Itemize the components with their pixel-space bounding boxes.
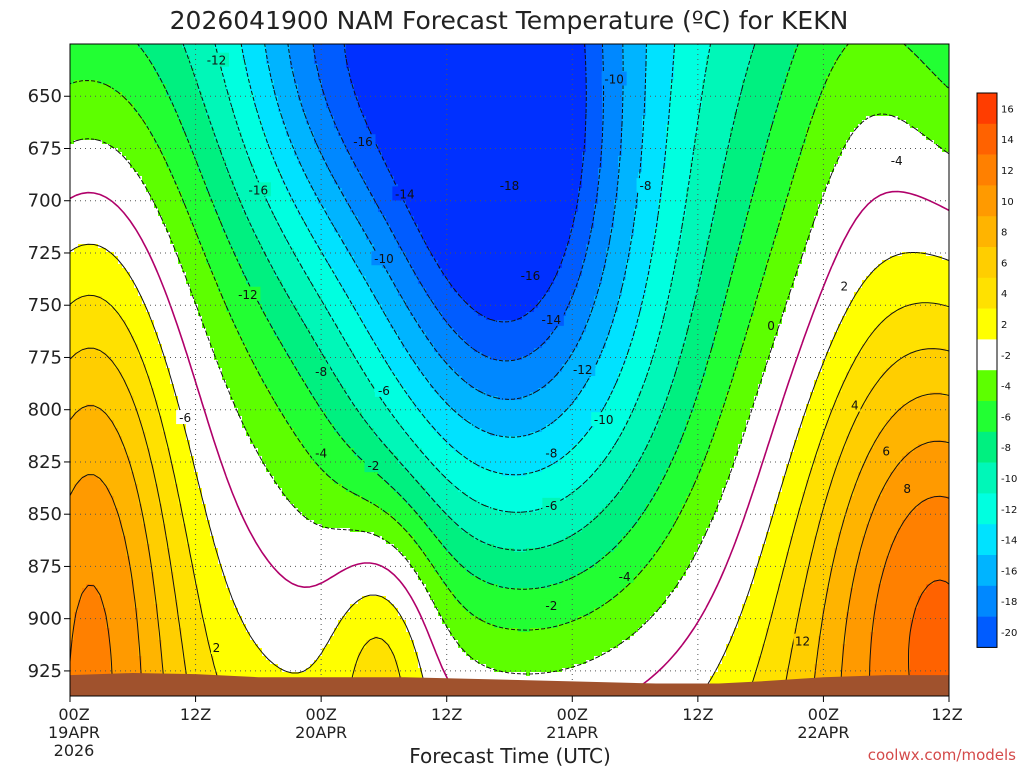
- contour-label: -8: [545, 447, 557, 461]
- colorbar-swatch: [977, 247, 997, 278]
- contour-label: -6: [179, 411, 191, 425]
- contour-label: -10: [604, 73, 624, 87]
- contour-label: -10: [594, 413, 614, 427]
- contour-label: -12: [573, 363, 593, 377]
- colorbar-label: -14: [1001, 536, 1017, 547]
- y-axis: 650 675 700 725 750 775 800 825 850 875 900 925: [28, 86, 70, 682]
- colorbar-swatch: [977, 493, 997, 524]
- credit-text: coolwx.com/models: [868, 746, 1016, 764]
- y-tick-label: 775: [28, 347, 62, 368]
- colorbar-swatch: [977, 586, 997, 617]
- contour-label: -10: [374, 252, 394, 266]
- x-tick-label: 12Z: [431, 705, 462, 724]
- colorbar-swatch: [977, 463, 997, 494]
- contour-label: -6: [378, 384, 390, 398]
- contour-label: -16: [521, 269, 541, 283]
- y-tick-label: 875: [28, 556, 62, 577]
- colorbar-label: -4: [1001, 382, 1011, 393]
- x-tick-label: 12Z: [682, 705, 713, 724]
- y-tick-label: 925: [28, 661, 62, 682]
- contour-label: 6: [882, 445, 890, 459]
- colorbar-swatch: [977, 185, 997, 216]
- colorbar-label: 4: [1001, 289, 1007, 300]
- contour-label: -18: [500, 179, 520, 193]
- colorbar-label: 2: [1001, 320, 1007, 331]
- colorbar-label: -20: [1001, 628, 1017, 639]
- colorbar-swatch: [977, 309, 997, 340]
- colorbar-label: -18: [1001, 597, 1017, 608]
- contour-label: -14: [542, 313, 562, 327]
- contour-label: -12: [207, 54, 227, 68]
- plot-area: -12 -16 -16 -10 -14 -18 -8 -10 -16 -12 -14 -8 -6 -12 -…: [70, 44, 952, 698]
- temperature-field: [70, 44, 951, 697]
- x-tick-label: 00Z: [808, 705, 839, 724]
- contour-label: 2: [213, 641, 221, 655]
- colorbar-label: -12: [1001, 505, 1017, 516]
- contour-label: -12: [238, 288, 258, 302]
- colorbar-swatch: [977, 524, 997, 555]
- x-tick-label: 00Z: [58, 705, 89, 724]
- colorbar-swatch: [977, 93, 997, 124]
- chart-title: 2026041900 NAM Forecast Temperature (ºC)…: [170, 6, 849, 35]
- colorbar-label: 12: [1001, 166, 1014, 177]
- x-tick-label: 00Z: [305, 705, 336, 724]
- colorbar-label: -8: [1001, 443, 1011, 454]
- contour-label: 12: [795, 635, 810, 649]
- contour-label: -4: [619, 570, 631, 584]
- x-tick-label: 12Z: [931, 705, 962, 724]
- colorbar-label: 6: [1001, 258, 1007, 269]
- colorbar-label: -16: [1001, 566, 1017, 577]
- colorbar-swatch: [977, 432, 997, 463]
- x-axis-label: Forecast Time (UTC): [409, 744, 611, 768]
- colorbar-label: 16: [1001, 104, 1014, 115]
- x-tick-date-label: 20APR: [295, 723, 347, 742]
- colorbar-label: -6: [1001, 412, 1011, 423]
- x-tick-label: 12Z: [180, 705, 211, 724]
- contour-label: -16: [249, 183, 269, 197]
- colorbar-swatch: [977, 370, 997, 401]
- colorbar-swatch: [977, 617, 997, 648]
- x-tick-date-label: 19APR: [48, 723, 100, 742]
- x-tick-year-label: 2026: [54, 741, 95, 760]
- colorbar-swatch: [977, 216, 997, 247]
- colorbar-swatch: [977, 555, 997, 586]
- x-tick-date-label: 22APR: [797, 723, 849, 742]
- colorbar-label: 14: [1001, 135, 1014, 146]
- colorbar-swatch: [977, 401, 997, 432]
- contour-label: -6: [545, 499, 557, 513]
- contour-label: -8: [640, 179, 652, 193]
- colorbar-swatch: [977, 124, 997, 155]
- y-tick-label: 700: [28, 191, 62, 212]
- x-tick-label: 00Z: [557, 705, 588, 724]
- y-tick-label: 900: [28, 609, 62, 630]
- y-tick-label: 825: [28, 452, 62, 473]
- y-tick-label: 850: [28, 504, 62, 525]
- colorbar-label: 10: [1001, 197, 1014, 208]
- contour-label: -14: [395, 187, 415, 201]
- contour-label: -2: [367, 459, 379, 473]
- colorbar-swatch: [977, 278, 997, 309]
- colorbar-label: -2: [1001, 351, 1011, 362]
- contour-label: 4: [851, 399, 859, 413]
- colorbar-label: 8: [1001, 228, 1007, 239]
- y-tick-label: 725: [28, 243, 62, 264]
- colorbar-label: -10: [1001, 474, 1017, 485]
- colorbar-swatch: [977, 339, 997, 370]
- contour-label: -2: [545, 599, 557, 613]
- y-tick-label: 750: [28, 295, 62, 316]
- y-tick-label: 675: [28, 138, 62, 159]
- contour-label: -8: [315, 365, 327, 379]
- y-tick-label: 650: [28, 86, 62, 107]
- colorbar: 16 14 12 10 8 6 4 2 -2 -4 -6 -8 -10 -12 -14 -16 -18 -20: [977, 93, 1017, 648]
- contour-label: 0: [767, 319, 775, 333]
- x-tick-date-label: 21APR: [546, 723, 598, 742]
- contour-label: 8: [903, 482, 911, 496]
- colorbar-swatch: [977, 155, 997, 186]
- contour-label: -4: [891, 154, 903, 168]
- contour-label: 2: [841, 279, 849, 293]
- contour-label: -16: [353, 135, 373, 149]
- y-tick-label: 800: [28, 400, 62, 421]
- contour-label: -4: [315, 447, 327, 461]
